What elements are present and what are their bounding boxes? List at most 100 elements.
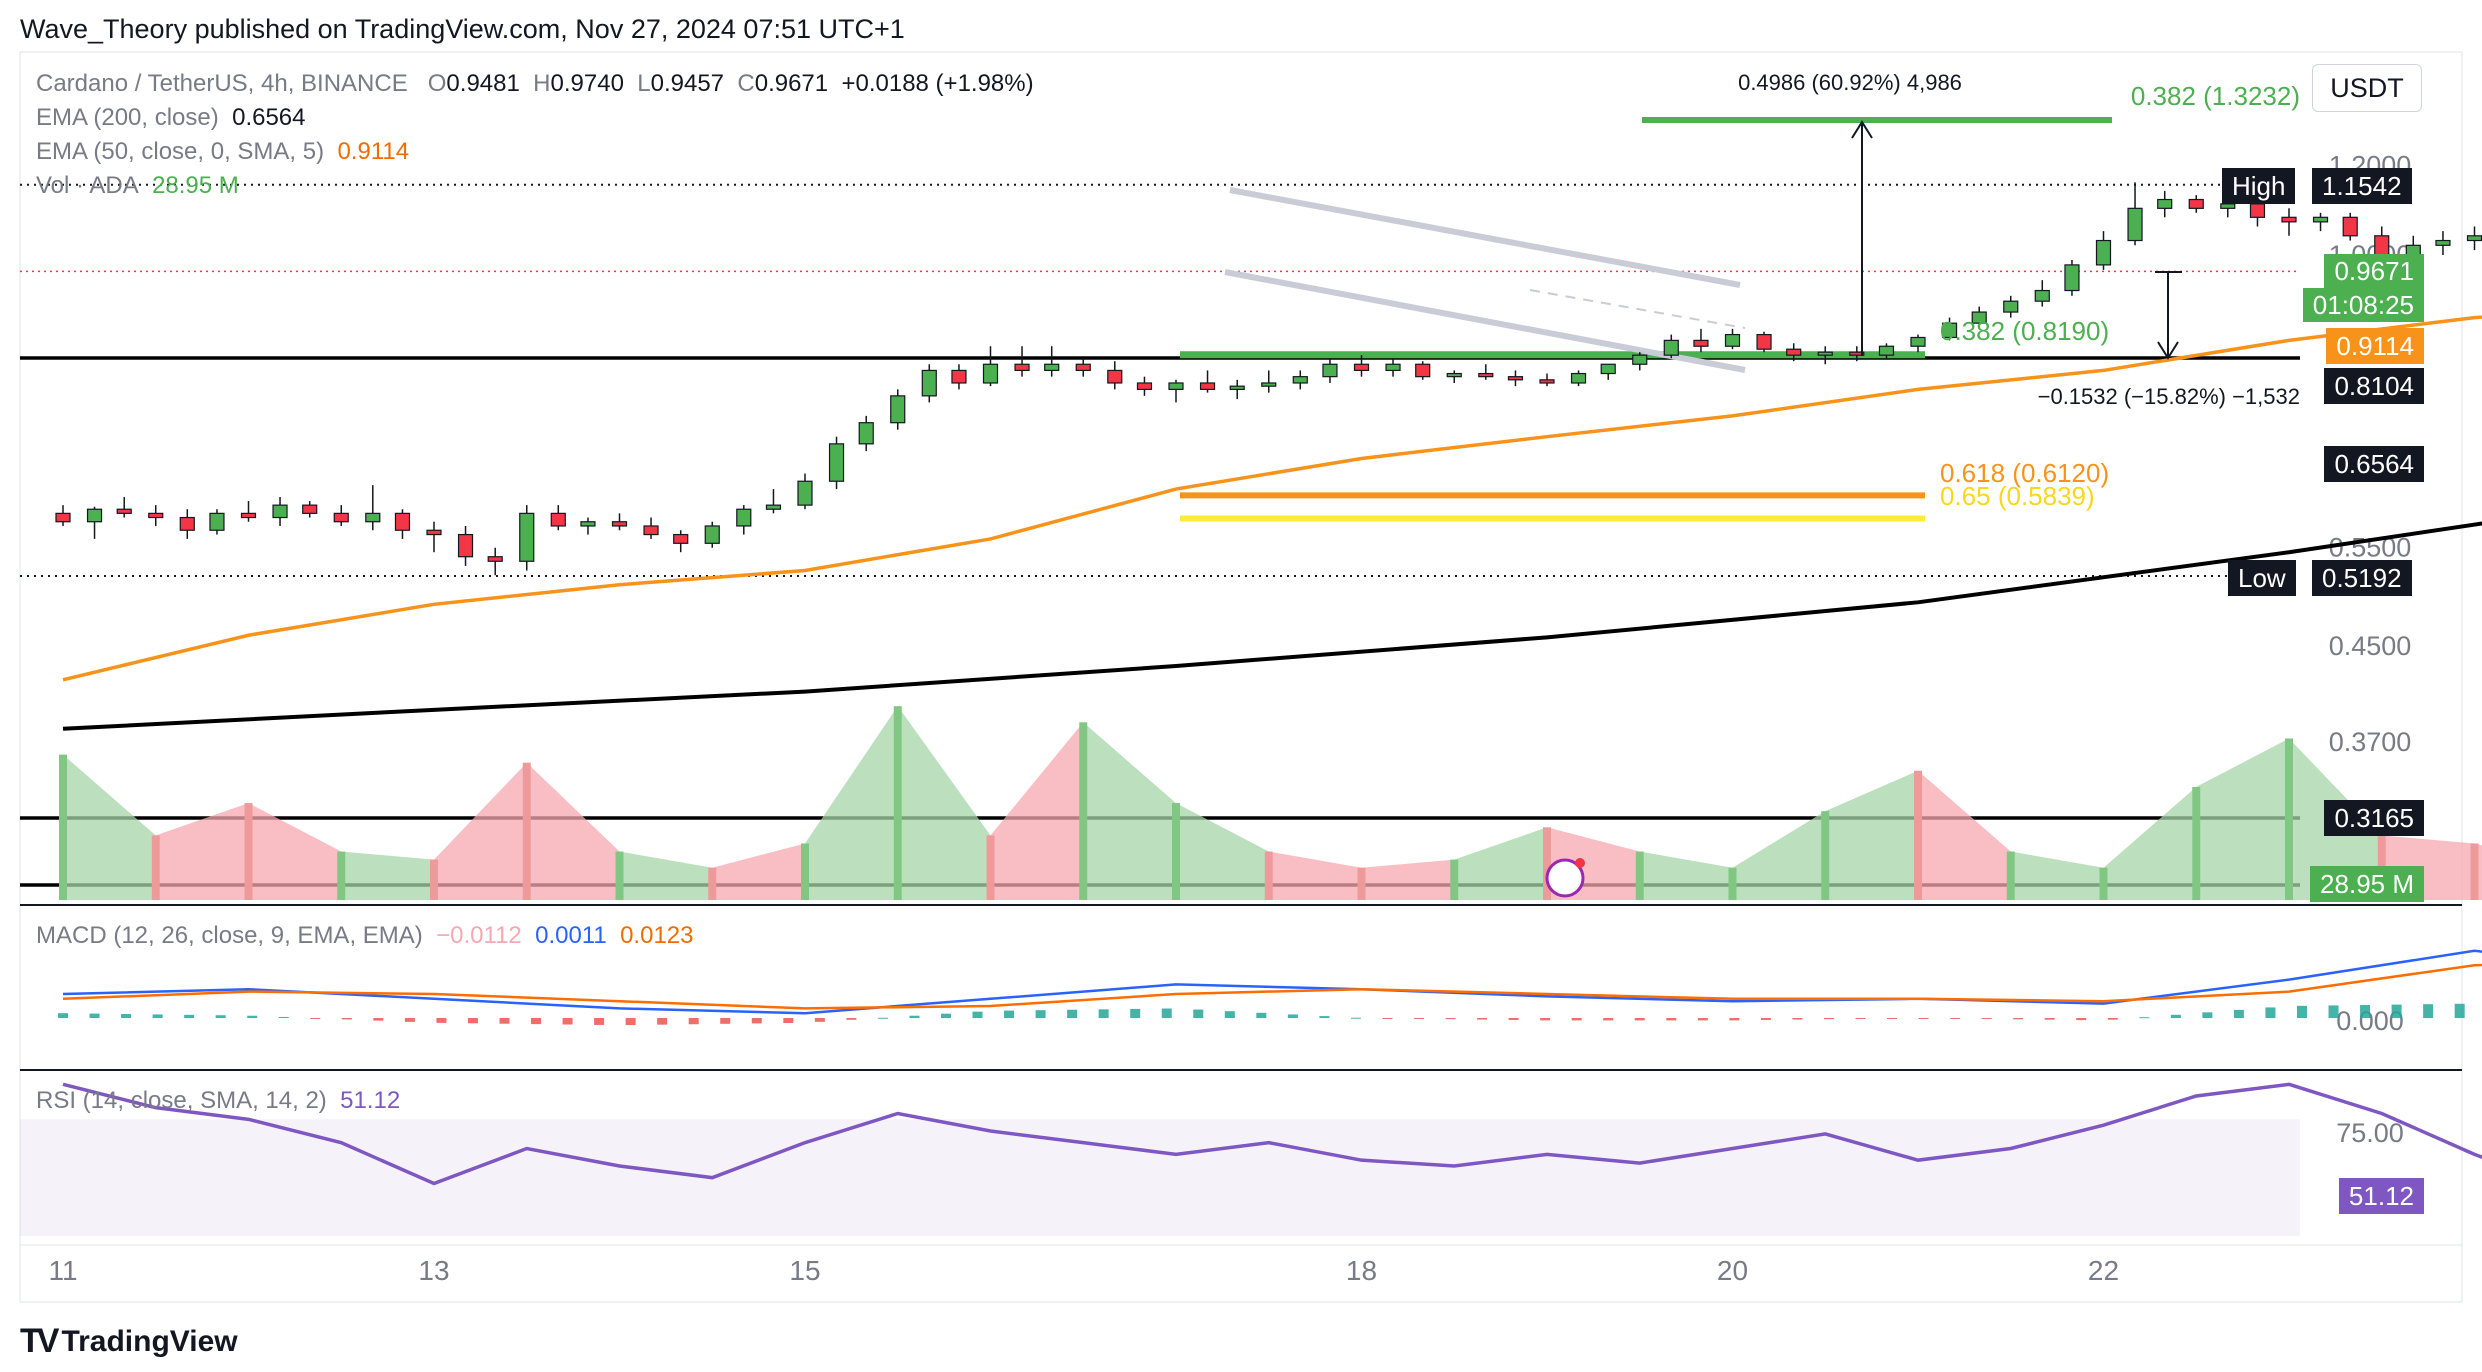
low-label: L — [637, 70, 651, 97]
high-tag: High — [2222, 168, 2296, 204]
candles — [55, 182, 2482, 576]
candle-body — [1478, 372, 1494, 378]
ema50-legend[interactable]: EMA (50, close, 0, SMA, 5) 0.9114 — [36, 138, 409, 166]
candle-body — [487, 556, 503, 562]
macd-histogram-bar — [1508, 1018, 1519, 1020]
volume-bar — [2470, 843, 2479, 900]
macd-histogram-bar — [2107, 1018, 2118, 1020]
macd-histogram-bar — [2265, 1007, 2276, 1018]
candle-body — [1941, 322, 1958, 339]
macd-histogram-bar — [2423, 1004, 2434, 1018]
candle-body — [1570, 372, 1587, 384]
volume-legend[interactable]: Vol · ADA 28.95 M — [36, 172, 239, 200]
candle-body — [240, 512, 257, 519]
symbol-legend[interactable]: Cardano / TetherUS, 4h, BINANCE O0.9481 … — [36, 70, 1034, 98]
rsi-label: RSI (14, close, SMA, 14, 2) — [36, 1087, 327, 1114]
macd-histogram-bar — [373, 1018, 384, 1021]
volume-bar — [1914, 770, 1922, 900]
ema50-label: EMA (50, close, 0, SMA, 5) — [36, 138, 325, 165]
time-tick-label: 11 — [48, 1255, 77, 1286]
volume-bar — [1264, 851, 1273, 900]
candle-body — [1910, 336, 1926, 347]
macd-histogram-bar — [1571, 1018, 1582, 1021]
volume-badge: 28.95 M — [2310, 866, 2424, 902]
candle-body — [921, 369, 937, 397]
macd-histogram-bar — [341, 1018, 352, 1020]
volume-segment — [897, 706, 991, 900]
macd-histogram-bar — [1004, 1010, 1015, 1018]
macd-histogram-bar — [1477, 1018, 1488, 1020]
candle-body — [1539, 379, 1555, 384]
volume-bar — [2192, 786, 2201, 900]
change-value: +0.0188 (+1.98%) — [841, 70, 1034, 97]
macd-histogram-bar — [2202, 1012, 2213, 1018]
candle-body — [2435, 239, 2451, 246]
open-label: O — [427, 70, 447, 97]
ema50-line — [62, 315, 2482, 682]
macd-signal-value: 0.0123 — [620, 922, 694, 949]
ema50-value: 0.9114 — [337, 138, 410, 165]
macd-histogram-bar — [720, 1018, 731, 1024]
volume-segment — [1454, 827, 1547, 900]
macd-histogram-bar — [562, 1018, 573, 1025]
ema200-line — [62, 521, 2482, 731]
candle-body — [1261, 382, 1277, 387]
candle-body — [1199, 382, 1216, 390]
volume-segment — [341, 851, 434, 900]
volume-bar — [1821, 811, 1830, 900]
fib-618-label: 0.618 (0.6120) — [1940, 458, 2109, 488]
macd-histogram-bar — [121, 1014, 132, 1018]
macd-line — [62, 949, 2482, 1015]
macd-histogram-bar — [404, 1018, 415, 1022]
volume-segment — [619, 851, 713, 900]
candle-body — [1507, 376, 1524, 381]
candle-body — [1136, 382, 1153, 390]
price-tick-label: 0.3700 — [2329, 727, 2412, 757]
ema200-legend[interactable]: EMA (200, close) 0.6564 — [36, 104, 306, 132]
volume-pane — [59, 706, 2482, 900]
rsi-legend[interactable]: RSI (14, close, SMA, 14, 2) 51.12 — [36, 1087, 400, 1115]
macd-histogram-bar — [1760, 1018, 1771, 1020]
tradingview-brand[interactable]: TV TradingView — [20, 1322, 238, 1361]
volume-bar — [1079, 722, 1088, 900]
price-tick-label: 0.4500 — [2329, 631, 2412, 661]
macd-histogram-bar — [1603, 1018, 1614, 1021]
candle-body — [765, 504, 782, 510]
rsi-pane — [20, 1082, 2482, 1236]
macd-signal-line — [62, 963, 2482, 1010]
macd-histogram-bar — [2170, 1014, 2181, 1018]
candle-body — [209, 512, 225, 531]
macd-histogram-bar — [877, 1017, 888, 1019]
candle-body — [426, 529, 442, 536]
fib-382-upper-label: 0.382 (1.3232) — [2131, 81, 2300, 111]
macd-histogram-bar — [531, 1018, 542, 1025]
candle-body — [2312, 216, 2329, 223]
macd-histogram-bar — [467, 1018, 478, 1024]
publisher-line: Wave_Theory published on TradingView.com… — [20, 14, 905, 44]
macd-histogram-bar — [1161, 1008, 1172, 1018]
candle-body — [890, 395, 906, 424]
macd-histogram-bar — [278, 1016, 289, 1018]
volume-bar — [1357, 867, 1366, 900]
macd-histogram-bar — [247, 1015, 258, 1018]
macd-histogram-bar — [940, 1013, 951, 1018]
macd-histogram-bar — [1382, 1018, 1393, 1019]
candle-body — [1632, 354, 1648, 365]
time-tick-label: 22 — [2088, 1255, 2119, 1286]
macd-legend[interactable]: MACD (12, 26, close, 9, EMA, EMA) −0.011… — [36, 922, 693, 950]
macd-histogram-bar — [1193, 1009, 1204, 1018]
candle-body — [1353, 363, 1370, 372]
candle-body — [550, 512, 566, 527]
channel-lower-line — [1224, 269, 1746, 373]
candle-body — [1385, 363, 1401, 372]
currency-button[interactable]: USDT — [2312, 64, 2422, 112]
brand-name: TradingView — [61, 1324, 238, 1358]
alert-dot-icon — [1575, 858, 1585, 868]
volume-bar — [1450, 859, 1459, 900]
volume-segment — [1176, 803, 1269, 900]
candle-body — [1663, 339, 1679, 356]
macd-histogram-bar — [2233, 1009, 2244, 1018]
candle-body — [2281, 216, 2297, 223]
close-value: 0.9671 — [754, 70, 829, 97]
macd-hist-value: −0.0112 — [436, 922, 522, 949]
